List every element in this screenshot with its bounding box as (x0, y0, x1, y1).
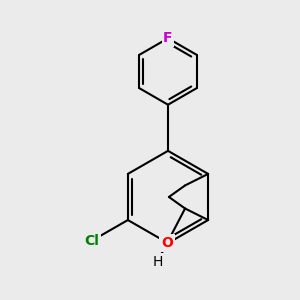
Text: Cl: Cl (84, 234, 99, 248)
Text: F: F (163, 31, 173, 45)
Text: O: O (161, 236, 173, 250)
Text: H: H (152, 255, 163, 269)
Text: N: N (162, 236, 174, 250)
